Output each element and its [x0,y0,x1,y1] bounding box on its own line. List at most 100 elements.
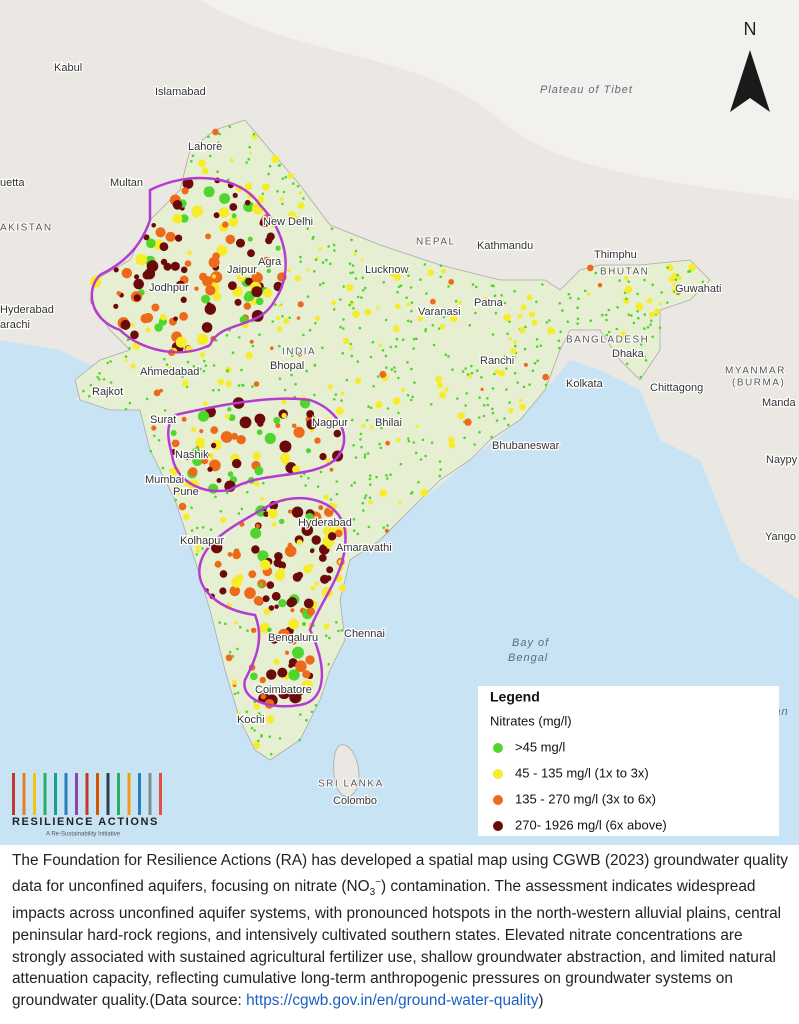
sample-dot [406,302,411,307]
sample-dot [464,418,472,426]
sample-dot [535,345,539,348]
sample-dot [478,430,481,434]
sample-dot [384,528,389,534]
sample-dot [361,276,365,280]
sample-dot [195,548,201,553]
sample-dot [128,401,132,405]
sample-dot [287,509,293,514]
sample-dot [295,660,307,672]
sample-dot [233,548,240,555]
sample-dot [276,190,279,193]
sample-dot [191,369,194,373]
sample-dot [154,323,163,332]
sample-dot [610,268,614,272]
sample-dot [566,320,569,324]
sample-dot [406,393,410,397]
sample-dot [605,333,609,337]
sample-dot [175,234,183,242]
sample-dot [135,253,148,266]
sample-dot [409,398,413,402]
sample-dot [444,387,449,392]
sample-dot [240,368,243,372]
sample-dot [271,155,280,163]
sample-dot [198,444,205,451]
sample-dot [212,364,216,367]
sample-dot [589,319,592,323]
sample-dot [559,330,562,334]
sample-dot [260,735,263,738]
sample-dot [419,278,422,282]
sample-dot [281,399,287,405]
sample-dot [398,500,402,505]
sample-dot [217,378,224,386]
sample-dot [340,629,344,632]
sample-dot [277,361,281,365]
sample-dot [283,460,288,466]
sample-dot [228,125,232,129]
sample-dot [181,416,187,422]
sample-dot [260,693,267,700]
source-link[interactable]: https://cgwb.gov.in/en/ground-water-qual… [246,991,539,1009]
sample-dot [448,441,456,449]
sample-dot [386,269,389,273]
sample-dot [282,190,286,194]
sample-dot [392,397,401,405]
sample-dot [371,340,375,344]
sample-dot [513,355,516,359]
sample-dot [407,274,410,278]
sample-dot [313,270,316,273]
sample-dot [306,227,310,230]
sample-dot [153,370,157,373]
sample-dot [227,471,234,477]
sample-dot [635,302,644,311]
formula-superscript: − [375,876,382,888]
sample-dot [305,718,308,722]
sample-dot [362,509,365,512]
sample-dot [389,473,392,477]
sample-dot [405,296,408,300]
sample-dot [381,349,385,352]
sample-dot [306,295,310,298]
sample-dot [284,650,290,655]
sample-dot [278,163,282,167]
sample-dot [378,343,382,348]
sample-dot [212,292,222,302]
logo-bar [85,773,89,815]
sample-dot [243,302,251,310]
sample-dot [666,266,669,269]
sample-dot [393,370,397,373]
place-label: Coimbatore [255,684,312,696]
sample-dot [350,238,353,242]
sample-dot [666,301,669,304]
sample-dot [651,283,654,287]
place-label: SRI LANKA [318,779,384,790]
sample-dot [124,407,128,411]
sample-dot [176,488,184,496]
sample-dot [421,438,425,442]
sample-dot [353,252,358,256]
sample-dot [345,378,349,382]
sample-dot [407,437,410,440]
sample-dot [297,301,304,308]
sample-dot [350,300,354,304]
sample-dot [326,566,334,574]
sample-dot [109,381,113,384]
sample-dot [231,351,235,355]
sample-dot [673,290,676,293]
sample-dot [399,462,403,466]
sample-dot [644,359,648,362]
sample-dot [363,496,367,500]
sample-dot [314,321,317,325]
sample-dot [157,439,161,442]
sample-dot [634,349,637,352]
sample-dot [430,403,433,406]
sample-dot [314,581,319,586]
sample-dot [253,729,256,732]
sample-dot [305,655,315,665]
sample-dot [216,478,222,483]
sample-dot [228,414,236,422]
sample-dot [327,245,331,248]
sample-dot [255,523,260,529]
sample-dot [643,355,646,358]
sample-dot [533,361,537,365]
